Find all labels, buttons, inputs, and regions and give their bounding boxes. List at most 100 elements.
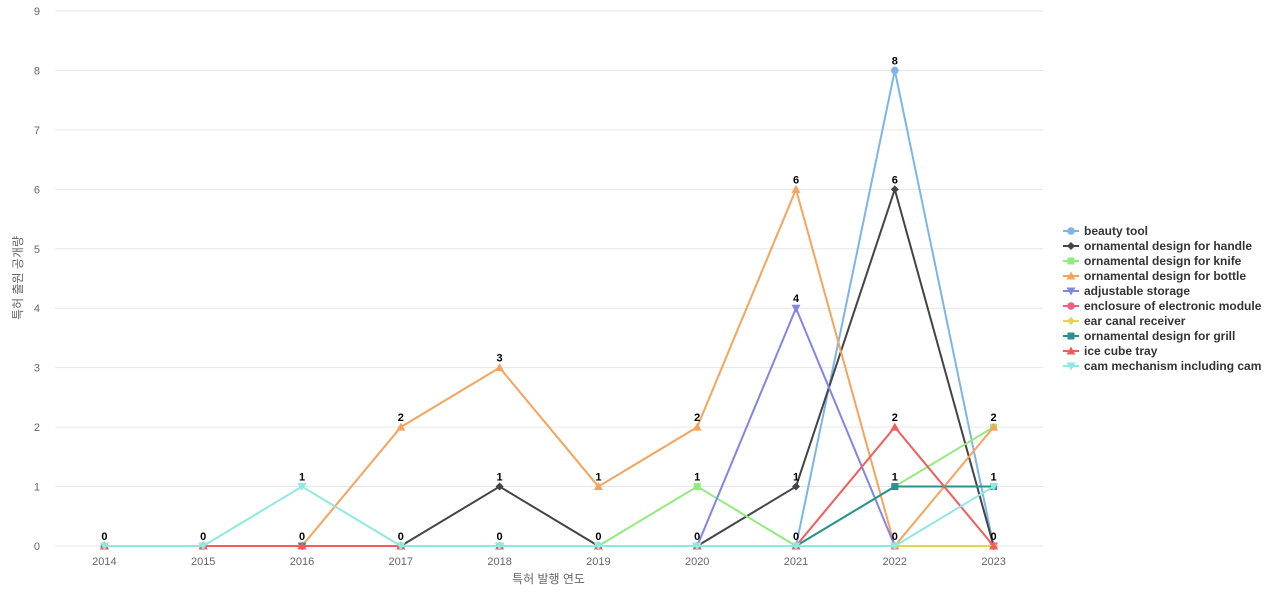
- data-point[interactable]: [495, 363, 505, 372]
- data-label: 2: [991, 412, 997, 424]
- legend-item[interactable]: ice cube tray: [1063, 344, 1158, 358]
- legend-label: adjustable storage: [1084, 284, 1190, 298]
- data-label: 2: [398, 412, 404, 424]
- data-point[interactable]: [989, 483, 999, 492]
- legend-item[interactable]: beauty tool: [1063, 224, 1148, 238]
- data-label: 0: [200, 531, 206, 543]
- y-tick-label: 7: [34, 125, 40, 137]
- data-label: 4: [793, 293, 800, 305]
- legend-item[interactable]: ornamental design for knife: [1063, 254, 1242, 268]
- legend-item[interactable]: ornamental design for handle: [1063, 239, 1252, 253]
- data-point[interactable]: [593, 542, 603, 551]
- data-label: 0: [793, 531, 799, 543]
- data-point[interactable]: [99, 542, 109, 551]
- data-point[interactable]: [891, 483, 899, 491]
- x-tick-label: 2018: [487, 556, 511, 568]
- data-point: [1066, 271, 1076, 280]
- y-tick-label: 2: [34, 422, 40, 434]
- legend-item[interactable]: adjustable storage: [1063, 284, 1190, 298]
- x-tick-label: 2014: [92, 556, 116, 568]
- series-line: [104, 485, 995, 547]
- data-point[interactable]: [692, 422, 702, 431]
- series-cam-mechanism-including-cam: [99, 483, 999, 551]
- data-point[interactable]: [198, 542, 208, 551]
- data-label: 0: [892, 531, 898, 543]
- y-tick-label: 8: [34, 65, 40, 77]
- data-point[interactable]: [890, 422, 900, 431]
- data-label: 1: [595, 472, 601, 484]
- legend-item[interactable]: cam mechanism including cam: [1063, 359, 1261, 373]
- data-label: 2: [694, 412, 700, 424]
- x-tick-label: 2015: [191, 556, 215, 568]
- data-label: 6: [892, 174, 898, 186]
- data-point[interactable]: [396, 542, 406, 551]
- data-point[interactable]: [792, 482, 800, 491]
- data-point[interactable]: [396, 422, 406, 431]
- y-tick-label: 0: [34, 541, 40, 553]
- data-label: 0: [991, 531, 997, 543]
- legend-item[interactable]: enclosure of electronic module: [1063, 299, 1262, 313]
- legend-label: cam mechanism including cam: [1084, 359, 1261, 373]
- data-point: [1067, 242, 1075, 250]
- data-point[interactable]: [989, 541, 999, 550]
- data-label: 1: [892, 472, 898, 484]
- y-axis-title: 특허 출원 공개량: [11, 236, 25, 320]
- legend-label: beauty tool: [1084, 224, 1148, 238]
- data-point[interactable]: [989, 422, 999, 431]
- x-axis-ticks: 2014 2015 2016 2017 2018 2019 2020 2021 2022 2023: [92, 556, 1006, 568]
- y-tick-label: 5: [34, 244, 40, 256]
- legend-label: ornamental design for knife: [1084, 254, 1242, 268]
- data-point: [1067, 317, 1075, 325]
- legend-label: ornamental design for grill: [1084, 329, 1235, 343]
- data-point[interactable]: [692, 542, 702, 551]
- data-label: 0: [694, 531, 700, 543]
- data-point[interactable]: [791, 304, 801, 313]
- data-point: [1067, 302, 1075, 310]
- data-label: 1: [497, 472, 503, 484]
- legend-item[interactable]: ornamental design for bottle: [1063, 269, 1246, 283]
- data-label: 6: [793, 174, 799, 186]
- data-point[interactable]: [891, 66, 899, 75]
- y-tick-label: 1: [34, 482, 40, 494]
- legend-item[interactable]: ear canal receiver: [1063, 314, 1186, 328]
- legend-label: ornamental design for handle: [1084, 239, 1252, 253]
- data-label: 3: [497, 353, 503, 365]
- data-label: 1: [694, 472, 700, 484]
- data-point: [1067, 332, 1075, 340]
- data-label: 0: [101, 531, 107, 543]
- data-point[interactable]: [495, 482, 504, 491]
- data-label: 0: [398, 531, 404, 543]
- data-point[interactable]: [890, 185, 899, 194]
- data-label: 0: [299, 531, 305, 543]
- data-point: [1067, 257, 1075, 265]
- data-point[interactable]: [593, 482, 603, 491]
- data-label: 0: [497, 531, 503, 543]
- data-point[interactable]: [791, 184, 801, 193]
- data-label: 8: [892, 55, 898, 67]
- legend-item[interactable]: ornamental design for grill: [1063, 329, 1235, 343]
- data-point: [1066, 362, 1076, 371]
- data-point[interactable]: [791, 542, 801, 551]
- legend-label: ornamental design for bottle: [1084, 269, 1246, 283]
- data-point[interactable]: [297, 483, 307, 492]
- y-tick-label: 6: [34, 184, 40, 196]
- x-tick-label: 2022: [883, 556, 907, 568]
- data-label: 1: [793, 472, 799, 484]
- data-point[interactable]: [693, 483, 701, 491]
- data-point[interactable]: [297, 541, 307, 550]
- x-tick-label: 2019: [586, 556, 610, 568]
- x-tick-label: 2017: [389, 556, 413, 568]
- x-tick-label: 2021: [784, 556, 808, 568]
- data-point[interactable]: [890, 542, 900, 551]
- data-point: [1067, 227, 1075, 235]
- data-point[interactable]: [495, 542, 505, 551]
- legend-label: ice cube tray: [1084, 344, 1158, 358]
- legend-label: ear canal receiver: [1084, 314, 1186, 328]
- x-tick-label: 2016: [290, 556, 314, 568]
- x-axis-title: 특허 발행 연도: [512, 571, 585, 586]
- series-lines: [99, 66, 999, 551]
- y-tick-label: 4: [34, 303, 40, 315]
